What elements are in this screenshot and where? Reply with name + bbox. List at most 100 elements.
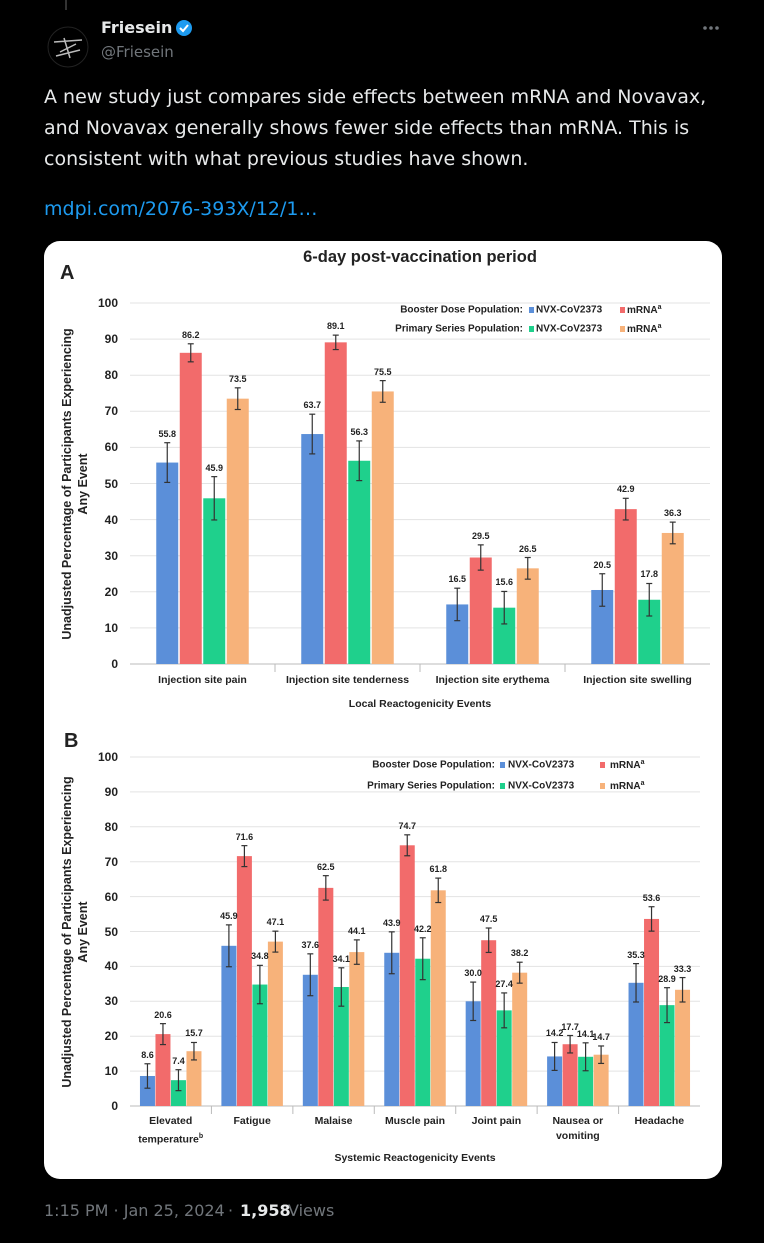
legend-label: NVX-CoV2373: [508, 780, 575, 792]
x-tick-label: Injection site swelling: [583, 674, 692, 686]
data-label: 34.1: [332, 953, 351, 964]
legend-group-label: Booster Dose Population:: [400, 304, 523, 316]
data-label: 38.2: [510, 948, 529, 959]
y-tick-label: 40: [104, 512, 118, 527]
bar: [203, 498, 226, 664]
y-tick-label: 10: [104, 620, 118, 635]
legend-swatch: [529, 307, 534, 313]
author-handle[interactable]: @Friesein: [101, 43, 174, 61]
legend-swatch: [529, 326, 534, 332]
bar: [333, 986, 349, 1106]
y-tick-label: 80: [104, 368, 118, 383]
legend-label: NVX-CoV2373: [536, 323, 603, 335]
bar: [675, 989, 691, 1106]
data-label: 26.5: [518, 543, 537, 554]
y-tick-label: 90: [104, 784, 118, 799]
x-tick-label: Elevated temperatureb: [138, 1115, 204, 1146]
footnote-mark: a: [657, 303, 662, 311]
y-tick-label: 0: [111, 1099, 118, 1113]
data-label: 14.1: [576, 1028, 595, 1039]
bar: [562, 1044, 578, 1106]
y-tick-label: 50: [104, 924, 118, 939]
bar: [430, 890, 446, 1106]
x-axis-label: Local Reactogenicity Events: [348, 698, 492, 710]
legend-group-label: Primary Series Population:: [395, 323, 523, 335]
y-axis-label: Unadjusted Percentage of Participants Ex…: [60, 327, 90, 640]
data-label: 63.7: [303, 400, 322, 411]
data-label: 43.9: [382, 917, 401, 928]
data-label: 44.1: [348, 925, 366, 936]
data-label: 47.1: [266, 917, 285, 928]
bar: [348, 460, 371, 664]
data-label: 14.7: [592, 1031, 610, 1042]
verified-badge: [176, 20, 192, 36]
bar: [493, 607, 516, 664]
data-label: 8.6: [141, 1049, 154, 1060]
data-label: 75.5: [373, 366, 392, 377]
x-tick-label: Headache: [634, 1115, 685, 1127]
x-tick-label: Injection site pain: [158, 674, 247, 686]
bar: [226, 398, 249, 664]
data-label: 17.8: [640, 569, 659, 580]
data-label: 42.2: [413, 923, 432, 934]
data-label: 20.6: [154, 1009, 172, 1020]
y-tick-label: 60: [104, 440, 118, 455]
data-label: 74.7: [398, 820, 417, 831]
data-label: 20.5: [593, 559, 612, 570]
data-label: 14.2: [545, 1028, 564, 1039]
bar: [186, 1051, 202, 1106]
y-tick-label: 20: [104, 1029, 118, 1044]
verified-check: [179, 24, 189, 33]
bar: [267, 941, 283, 1106]
data-label: 15.7: [185, 1028, 203, 1039]
data-label: 45.9: [220, 910, 238, 921]
bar: [179, 352, 202, 664]
bar: [496, 1010, 512, 1106]
bar: [644, 918, 660, 1106]
bar: [516, 568, 539, 664]
y-tick-label: 70: [104, 854, 118, 869]
separator: ·: [228, 1201, 234, 1220]
data-label: 37.6: [301, 939, 320, 950]
post-link[interactable]: mdpi.com/2076-393X/12/1…: [44, 198, 318, 220]
more-menu[interactable]: [703, 26, 719, 30]
bar: [446, 604, 469, 664]
bar: [155, 1034, 171, 1106]
bar: [578, 1056, 594, 1106]
data-label: 7.4: [172, 1055, 185, 1066]
bar: [252, 984, 268, 1106]
data-label: 15.6: [495, 577, 514, 588]
y-tick-label: 60: [104, 889, 118, 904]
x-tick-label: Injection site tenderness: [285, 674, 410, 686]
data-label: 16.5: [448, 574, 467, 585]
panel-label: A: [60, 262, 75, 284]
post-time[interactable]: 1:15 PM · Jan 25, 2024: [44, 1201, 225, 1220]
bar: [465, 1001, 481, 1106]
y-tick-label: 30: [104, 994, 118, 1009]
legend-swatch: [620, 326, 625, 332]
data-label: 56.3: [350, 426, 369, 437]
bar: [139, 1075, 155, 1106]
x-tick-label: Fatigue: [233, 1115, 271, 1127]
bar: [593, 1054, 609, 1106]
legend-swatch: [600, 762, 605, 768]
view-count: 1,958: [240, 1201, 291, 1220]
x-tick-label: Injection site erythema: [435, 674, 550, 686]
bar: [469, 557, 492, 664]
data-label: 61.8: [429, 864, 448, 875]
bar: [324, 342, 347, 664]
data-label: 36.3: [663, 508, 682, 519]
data-label: 27.4: [495, 978, 513, 989]
views-label: Views: [288, 1201, 335, 1220]
footnote-mark: b: [198, 1133, 204, 1140]
avatar[interactable]: [47, 26, 89, 68]
author-name[interactable]: Friesein: [101, 18, 173, 37]
y-tick-label: 50: [104, 476, 118, 491]
bar: [384, 952, 400, 1106]
data-label: 47.5: [479, 914, 498, 924]
avatar-art: [53, 37, 83, 59]
bar: [399, 845, 415, 1106]
